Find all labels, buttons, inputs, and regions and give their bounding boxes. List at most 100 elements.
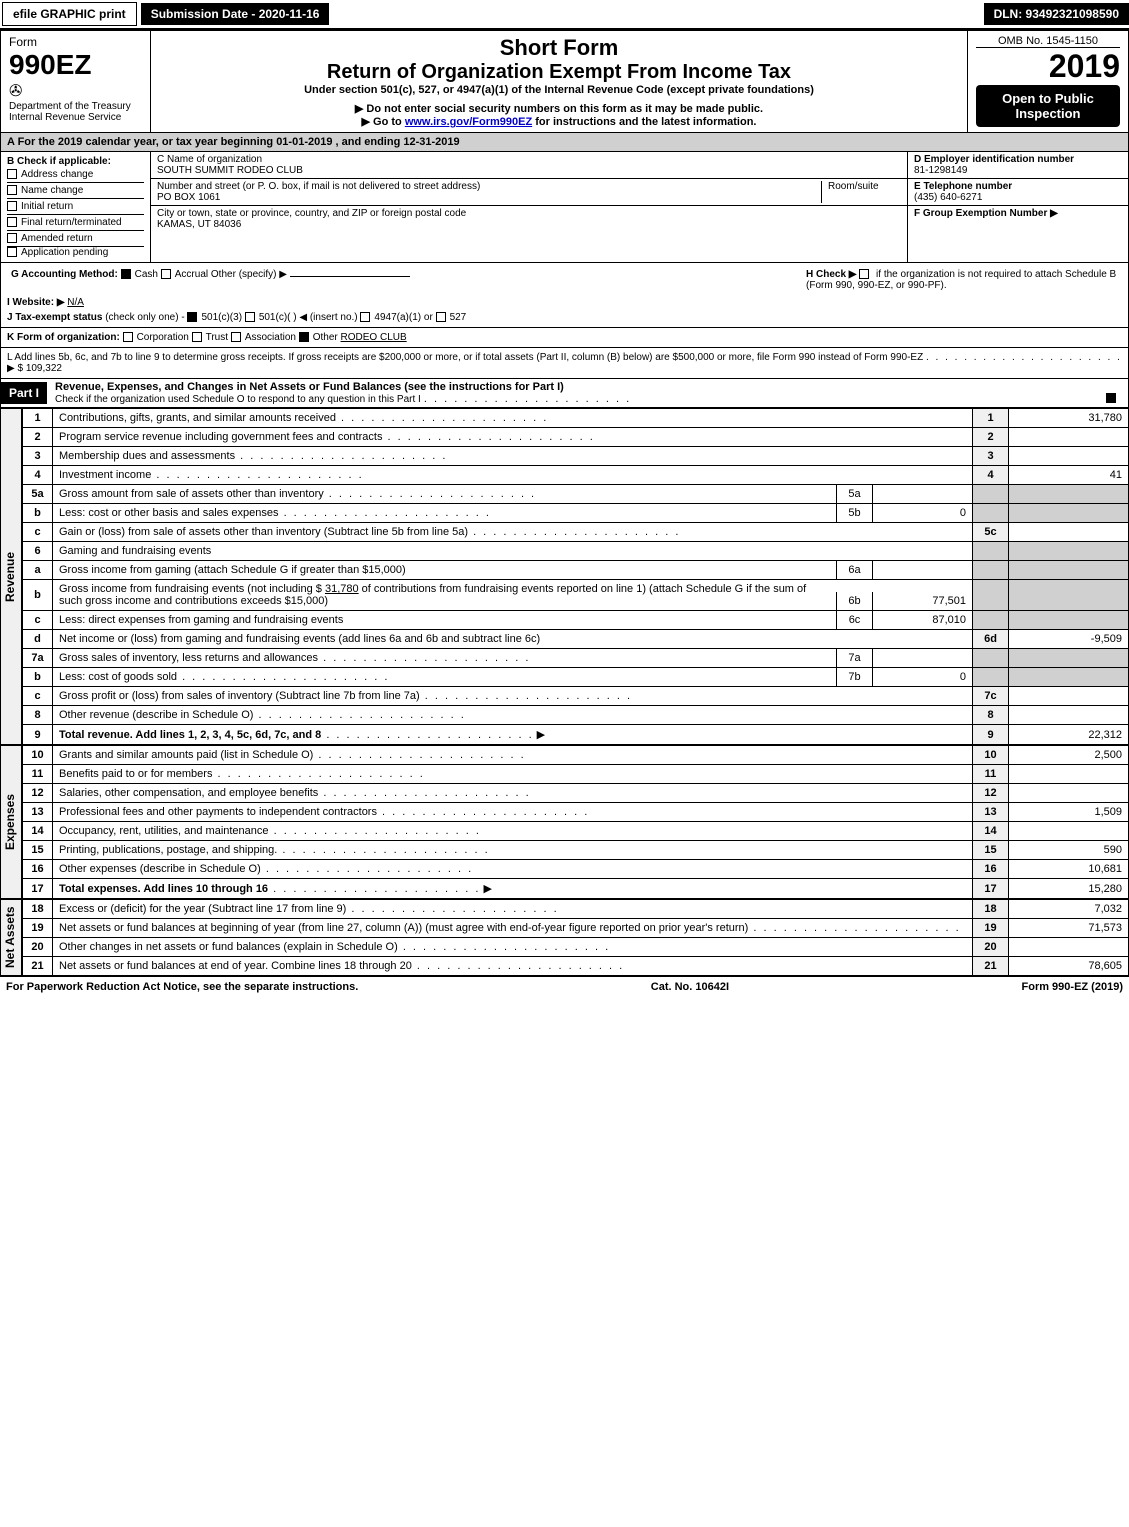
title-main: Return of Organization Exempt From Incom… (159, 61, 959, 84)
table-row: 17Total expenses. Add lines 10 through 1… (23, 879, 1129, 899)
room-label: Room/suite (828, 181, 901, 192)
expenses-section: Expenses 10Grants and similar amounts pa… (0, 745, 1129, 899)
opt-amended-return: Amended return (21, 233, 93, 244)
tax-year: 2019 (976, 48, 1120, 85)
table-row: bGross income from fundraising events (n… (23, 580, 1129, 611)
box-c-label: C Name of organization (157, 154, 901, 165)
table-row: 14Occupancy, rent, utilities, and mainte… (23, 822, 1129, 841)
section-a-tax-year: A For the 2019 calendar year, or tax yea… (0, 133, 1129, 152)
opt-501c3: 501(c)(3) (201, 312, 242, 323)
checkbox-application-pending[interactable] (7, 247, 17, 257)
revenue-table: 1Contributions, gifts, grants, and simil… (22, 408, 1129, 745)
title-box: Short Form Return of Organization Exempt… (151, 31, 968, 132)
table-row: 7aGross sales of inventory, less returns… (23, 649, 1129, 668)
title-warning: ▶ Do not enter social security numbers o… (159, 102, 959, 115)
part1-tag: Part I (1, 382, 47, 404)
checkbox-4947[interactable] (360, 312, 370, 322)
table-row: dNet income or (loss) from gaming and fu… (23, 630, 1129, 649)
opt-other-specify: Other (specify) ▶ (211, 269, 287, 280)
checkbox-501c3[interactable] (187, 312, 197, 322)
table-row: 3Membership dues and assessments3 (23, 447, 1129, 466)
checkbox-schedule-b[interactable] (859, 269, 869, 279)
box-i: I Website: ▶ N/A (7, 297, 1122, 308)
netassets-side-label: Net Assets (0, 899, 22, 976)
checkbox-cash[interactable] (121, 269, 131, 279)
title-link-row: ▶ Go to www.irs.gov/Form990EZ for instru… (159, 115, 959, 128)
checkbox-527[interactable] (436, 312, 446, 322)
table-row: 12Salaries, other compensation, and empl… (23, 784, 1129, 803)
checkbox-address-change[interactable] (7, 169, 17, 179)
opt-527: 527 (450, 312, 467, 323)
dln-label: DLN: 93492321098590 (984, 3, 1129, 25)
addr-label: Number and street (or P. O. box, if mail… (157, 181, 821, 192)
checkbox-initial-return[interactable] (7, 201, 17, 211)
form-header: Form 990EZ ✇ Department of the Treasury … (0, 30, 1129, 133)
checkbox-amended-return[interactable] (7, 233, 17, 243)
table-row: bLess: cost or other basis and sales exp… (23, 504, 1129, 523)
expenses-table: 10Grants and similar amounts paid (list … (22, 745, 1129, 899)
table-row: 18Excess or (deficit) for the year (Subt… (23, 900, 1129, 919)
table-row: 15Printing, publications, postage, and s… (23, 841, 1129, 860)
checkbox-schedule-o[interactable] (1106, 393, 1116, 403)
table-row: 8Other revenue (describe in Schedule O)8 (23, 706, 1129, 725)
table-row: 11Benefits paid to or for members11 (23, 765, 1129, 784)
opt-final-return: Final return/terminated (21, 217, 122, 228)
table-row: 1Contributions, gifts, grants, and simil… (23, 409, 1129, 428)
gross-receipts-value: 109,322 (26, 363, 62, 374)
box-e-label: E Telephone number (914, 181, 1122, 192)
box-g-label: G Accounting Method: (11, 269, 118, 280)
checkbox-other-org[interactable] (299, 332, 309, 342)
box-def: D Employer identification number 81-1298… (908, 152, 1128, 262)
checkbox-corporation[interactable] (123, 332, 133, 342)
opt-trust: Trust (206, 332, 228, 343)
org-address: PO BOX 1061 (157, 192, 821, 203)
form-number: 990EZ (9, 49, 142, 81)
table-row: 20Other changes in net assets or fund ba… (23, 938, 1129, 957)
table-row: 4Investment income441 (23, 466, 1129, 485)
opt-name-change: Name change (21, 185, 83, 196)
opt-501c: 501(c)( ) ◀ (insert no.) (259, 312, 358, 323)
efile-label[interactable]: efile GRAPHIC print (2, 2, 137, 26)
box-b-label: B Check if applicable: (7, 156, 144, 167)
phone-value: (435) 640-6271 (914, 192, 1122, 203)
irs-link[interactable]: www.irs.gov/Form990EZ (405, 116, 532, 128)
other-org-value: RODEO CLUB (341, 332, 407, 343)
box-g: G Accounting Method: Cash Accrual Other … (7, 267, 802, 293)
part1-check-text: Check if the organization used Schedule … (55, 394, 421, 405)
info-grid: B Check if applicable: Address change Na… (0, 152, 1129, 263)
mid-section: G Accounting Method: Cash Accrual Other … (0, 263, 1129, 328)
opt-association: Association (245, 332, 296, 343)
opt-corporation: Corporation (137, 332, 189, 343)
box-j-label: J Tax-exempt status (7, 312, 102, 323)
ein-value: 81-1298149 (914, 165, 1122, 176)
city-label: City or town, state or province, country… (157, 208, 901, 219)
footer-left: For Paperwork Reduction Act Notice, see … (6, 981, 358, 993)
checkbox-association[interactable] (231, 332, 241, 342)
opt-initial-return: Initial return (21, 201, 73, 212)
box-b: B Check if applicable: Address change Na… (1, 152, 151, 262)
checkbox-trust[interactable] (192, 332, 202, 342)
box-k: K Form of organization: Corporation Trus… (0, 328, 1129, 348)
opt-application-pending: Application pending (21, 247, 108, 258)
submission-date-button[interactable]: Submission Date - 2020-11-16 (141, 3, 330, 25)
top-bar: efile GRAPHIC print Submission Date - 20… (0, 0, 1129, 30)
box-l: L Add lines 5b, 6c, and 7b to line 9 to … (0, 348, 1129, 379)
checkbox-final-return[interactable] (7, 217, 17, 227)
checkbox-name-change[interactable] (7, 185, 17, 195)
irs-label: Internal Revenue Service (9, 112, 142, 123)
checkbox-accrual[interactable] (161, 269, 171, 279)
page-footer: For Paperwork Reduction Act Notice, see … (0, 976, 1129, 997)
checkbox-501c[interactable] (245, 312, 255, 322)
box-l-arrow: ▶ $ (7, 363, 23, 374)
revenue-side-label: Revenue (0, 408, 22, 745)
table-row: 19Net assets or fund balances at beginni… (23, 919, 1129, 938)
box-k-label: K Form of organization: (7, 332, 120, 343)
table-row: aGross income from gaming (attach Schedu… (23, 561, 1129, 580)
box-j: J Tax-exempt status (check only one) - 5… (7, 312, 1122, 323)
box-c: C Name of organization SOUTH SUMMIT RODE… (151, 152, 908, 262)
form-word: Form (9, 35, 142, 49)
opt-accrual: Accrual (175, 269, 208, 280)
footer-right: Form 990-EZ (2019) (1022, 981, 1123, 993)
table-row: 13Professional fees and other payments t… (23, 803, 1129, 822)
omb-number: OMB No. 1545-1150 (976, 35, 1120, 48)
